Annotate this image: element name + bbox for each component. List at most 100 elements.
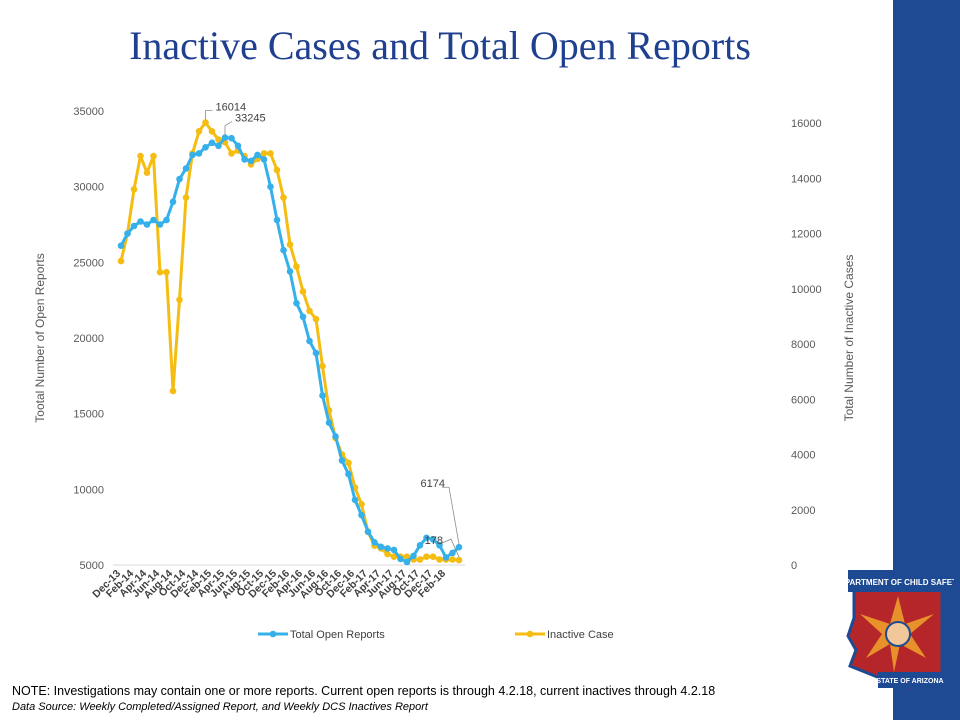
data-point bbox=[208, 139, 216, 147]
data-point bbox=[189, 151, 196, 159]
data-point bbox=[195, 150, 203, 157]
data-point bbox=[403, 558, 411, 566]
data-point bbox=[215, 142, 222, 150]
y-right-tick-label: 10000 bbox=[791, 284, 822, 296]
data-point bbox=[449, 549, 456, 557]
data-point bbox=[202, 119, 209, 126]
y-right-tick-label: 12000 bbox=[791, 229, 822, 241]
data-point bbox=[150, 216, 157, 224]
logo-top-text: DEPARTMENT OF CHILD SAFETY bbox=[842, 578, 954, 587]
series-open-reports bbox=[117, 134, 463, 566]
data-point bbox=[286, 268, 294, 275]
data-point bbox=[117, 242, 125, 249]
data-point bbox=[293, 263, 300, 270]
data-point bbox=[280, 194, 287, 201]
data-point bbox=[436, 556, 443, 563]
y-left-tick-label: 10000 bbox=[73, 484, 104, 496]
data-point bbox=[429, 536, 437, 543]
data-point bbox=[325, 419, 333, 427]
axes-layer: 5000 10000 15000 20000 25000 30000 35000 0 2000 4… bbox=[33, 106, 856, 601]
annotation-label: 33245 bbox=[235, 113, 266, 125]
data-point bbox=[397, 555, 404, 563]
footnote: NOTE: Investigations may contain one or … bbox=[12, 684, 716, 698]
data-point bbox=[423, 534, 430, 542]
data-point bbox=[312, 315, 320, 323]
data-point bbox=[390, 546, 398, 554]
annotation-leader bbox=[442, 486, 460, 545]
y-right-tick-label: 4000 bbox=[791, 450, 815, 462]
y-right-tick-label: 8000 bbox=[791, 339, 815, 351]
data-point bbox=[306, 337, 313, 345]
data-source-note: Data Source: Weekly Completed/Assigned R… bbox=[12, 701, 428, 713]
legend-marker bbox=[269, 630, 277, 638]
dcs-logo: DEPARTMENT OF CHILD SAFETY STATE OF ARIZ… bbox=[842, 570, 954, 692]
data-point bbox=[423, 553, 430, 560]
y-right-tick-label: 14000 bbox=[791, 173, 822, 185]
data-point bbox=[449, 556, 456, 563]
data-point bbox=[221, 134, 229, 141]
data-point bbox=[273, 166, 281, 174]
data-point bbox=[234, 142, 242, 150]
legend-item-open-reports: Total Open Reports bbox=[258, 629, 385, 641]
legend-marker bbox=[526, 630, 534, 638]
data-point bbox=[358, 500, 365, 508]
data-point bbox=[416, 556, 424, 563]
data-point bbox=[403, 553, 411, 560]
data-point bbox=[247, 157, 255, 165]
series-layer bbox=[117, 119, 463, 566]
data-point bbox=[169, 198, 177, 206]
data-point bbox=[280, 246, 287, 254]
data-point bbox=[163, 268, 170, 276]
data-point bbox=[384, 550, 391, 558]
annotation-leader bbox=[224, 121, 233, 135]
annotation-label: 178 bbox=[425, 535, 443, 547]
data-point bbox=[176, 296, 183, 304]
legend-label: Inactive Case bbox=[547, 629, 614, 641]
data-point bbox=[293, 299, 300, 307]
y-left-tick-label: 30000 bbox=[73, 182, 104, 194]
y-axis-left-label: Tootal Number of Open Reports bbox=[33, 253, 47, 422]
legend-item-inactive-cases: Inactive Case bbox=[515, 629, 614, 641]
data-point bbox=[345, 470, 352, 478]
data-point bbox=[319, 362, 326, 370]
data-point bbox=[176, 175, 183, 183]
data-point bbox=[182, 194, 190, 201]
data-point bbox=[267, 150, 274, 157]
y-left-tick-label: 15000 bbox=[73, 409, 104, 421]
legend: Total Open Reports Inactive Case bbox=[258, 629, 614, 641]
y-right-tick-label: 6000 bbox=[791, 394, 815, 406]
y-left-tick-label: 5000 bbox=[80, 560, 104, 572]
data-point bbox=[267, 183, 274, 190]
data-point bbox=[306, 307, 313, 315]
data-point bbox=[124, 230, 131, 237]
data-point bbox=[338, 457, 346, 464]
data-point bbox=[195, 128, 203, 135]
data-point bbox=[163, 216, 170, 224]
data-point bbox=[442, 554, 450, 561]
annotation-leader bbox=[205, 110, 213, 120]
data-point bbox=[377, 543, 385, 551]
data-point bbox=[117, 257, 125, 265]
data-point bbox=[371, 539, 378, 546]
data-point bbox=[332, 433, 339, 440]
data-point bbox=[416, 542, 424, 549]
data-point bbox=[455, 556, 463, 564]
y-right-tick-label: 2000 bbox=[791, 505, 815, 517]
data-point bbox=[169, 387, 177, 395]
y-left-tick-label: 25000 bbox=[73, 257, 104, 269]
y-left-tick-label: 35000 bbox=[73, 106, 104, 118]
data-point bbox=[150, 152, 157, 160]
data-point bbox=[254, 151, 261, 159]
data-point bbox=[182, 165, 190, 172]
hand-emblem bbox=[885, 621, 911, 647]
logo-bottom-text: STATE OF ARIZONA bbox=[876, 678, 943, 685]
y-axis-right-label: Total Number of Inactive Cases bbox=[842, 255, 856, 422]
data-point bbox=[228, 150, 235, 157]
data-point bbox=[358, 511, 365, 519]
data-point bbox=[390, 553, 398, 560]
data-point bbox=[156, 221, 164, 228]
data-point bbox=[312, 349, 320, 357]
data-point bbox=[384, 545, 391, 552]
data-point bbox=[260, 150, 268, 157]
data-point bbox=[273, 216, 281, 224]
